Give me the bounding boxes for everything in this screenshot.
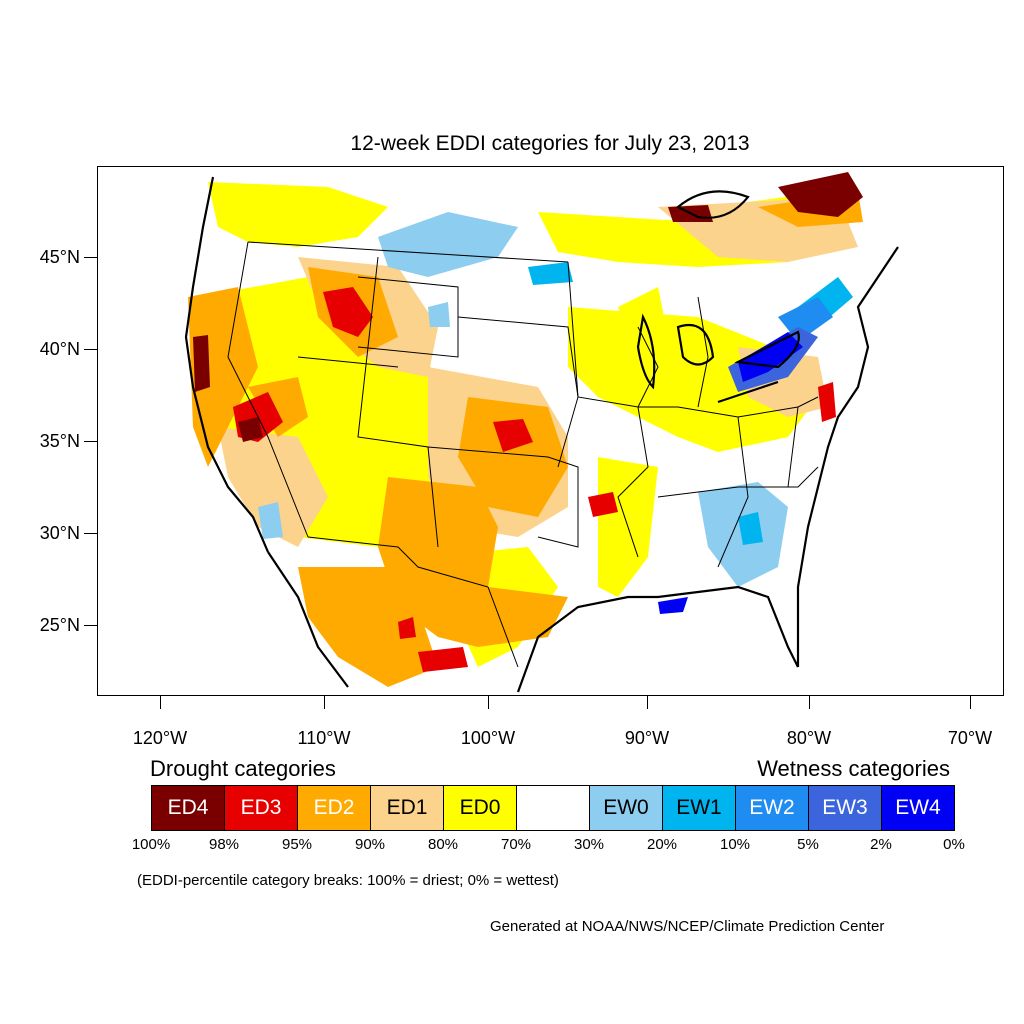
lat-tick-25: [84, 625, 97, 626]
lat-tick-30: [84, 533, 97, 534]
legend-break-label: 10%: [719, 836, 751, 853]
ed4-regions: [193, 172, 863, 442]
lon-tick-90: [647, 696, 648, 709]
legend-break-label: 95%: [281, 836, 313, 853]
legend-break-label: 80%: [427, 836, 459, 853]
lat-tick-35: [84, 441, 97, 442]
lon-tick-120: [160, 696, 161, 709]
lat-tick-45: [84, 257, 97, 258]
legend-break-label: 70%: [500, 836, 532, 853]
lon-label-90: 90°W: [624, 728, 670, 748]
map-title: 12-week EDDI categories for July 23, 201…: [350, 132, 750, 155]
credit-line: Generated at NOAA/NWS/NCEP/Climate Predi…: [490, 918, 885, 935]
legend-swatch-ed3: ED3: [224, 785, 298, 831]
lat-label-45: 45°N: [39, 247, 80, 267]
legend-swatch-ew0: EW0: [589, 785, 663, 831]
lon-tick-70: [970, 696, 971, 709]
lat-tick-40: [84, 349, 97, 350]
lon-label-80: 80°W: [786, 728, 832, 748]
state-boundaries: [227, 241, 819, 668]
category-breaks-note: (EDDI-percentile category breaks: 100% =…: [137, 872, 559, 889]
ed2-regions: [188, 192, 863, 687]
lon-label-100: 100°W: [460, 728, 516, 748]
lat-label-25: 25°N: [39, 615, 80, 635]
legend-swatch-ed0: ED0: [443, 785, 517, 831]
legend-swatch-ew2: EW2: [735, 785, 809, 831]
legend-break-label: 30%: [573, 836, 605, 853]
legend-break-label: 2%: [870, 836, 892, 853]
legend-swatch-ew3: EW3: [808, 785, 882, 831]
legend-swatch-ew4: EW4: [881, 785, 955, 831]
lon-tick-100: [488, 696, 489, 709]
drought-categories-heading: Drought categories: [150, 756, 336, 781]
lon-label-120: 120°W: [132, 728, 188, 748]
legend-swatch-ed4: ED4: [151, 785, 225, 831]
lon-label-110: 110°W: [297, 728, 351, 748]
lat-label-40: 40°N: [39, 339, 80, 359]
legend-break-label: 100%: [131, 836, 171, 853]
ew4-regions: [658, 327, 818, 614]
legend-swatch-none: [516, 785, 590, 831]
legend-swatch-ed1: ED1: [370, 785, 444, 831]
legend-break-label: 5%: [797, 836, 819, 853]
legend-swatch-ed2: ED2: [297, 785, 371, 831]
map-frame: [97, 166, 1004, 696]
legend-break-label: 20%: [646, 836, 678, 853]
wetness-categories-heading: Wetness categories: [757, 756, 950, 781]
legend-break-label: 90%: [354, 836, 386, 853]
lon-label-70: 70°W: [947, 728, 993, 748]
legend-break-label: 98%: [208, 836, 240, 853]
lat-label-30: 30°N: [39, 523, 80, 543]
eddi-map: [184, 172, 899, 695]
lat-label-35: 35°N: [39, 431, 80, 451]
legend-break-label: 0%: [943, 836, 965, 853]
lon-tick-80: [809, 696, 810, 709]
legend-swatch-ew1: EW1: [662, 785, 736, 831]
lon-tick-110: [324, 696, 325, 709]
coastlines: [184, 176, 899, 693]
